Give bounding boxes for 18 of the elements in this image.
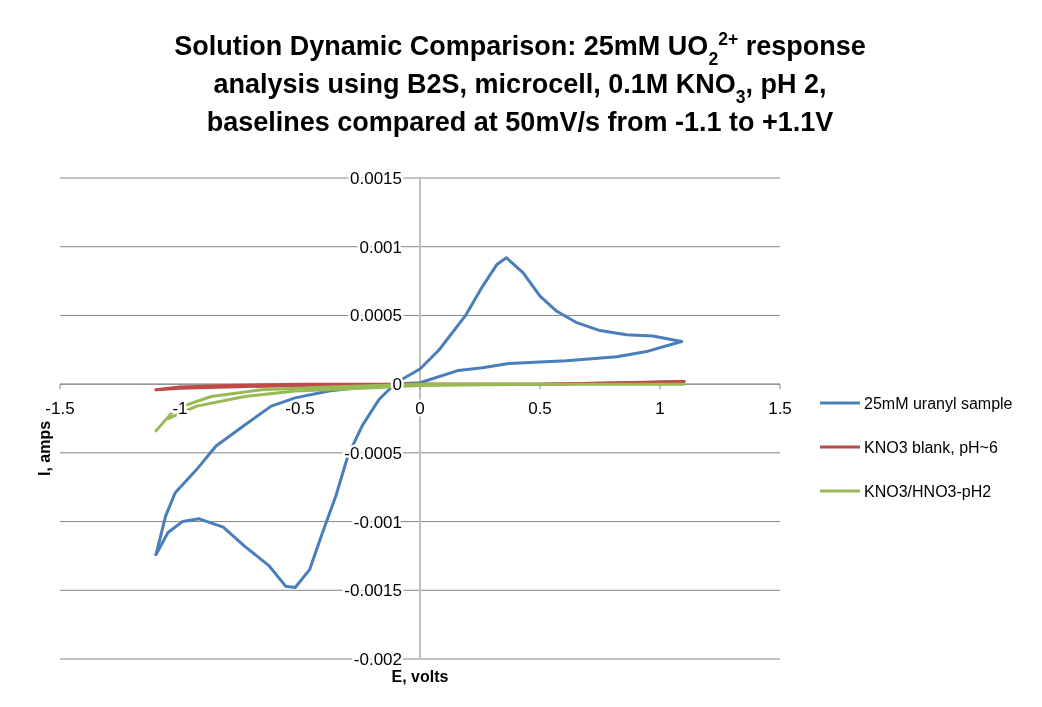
- x-tick-label: -0.5: [285, 399, 315, 419]
- x-tick-label: 0.5: [528, 399, 552, 419]
- x-tick-label: 1.5: [768, 399, 792, 419]
- y-tick-label: 0.001: [359, 237, 402, 257]
- legend-label: KNO3 blank, pH~6: [864, 439, 998, 456]
- x-tick-label: 0: [415, 399, 425, 419]
- legend-label: 25mM uranyl sample: [864, 395, 1013, 412]
- x-tick-label: 1: [655, 399, 665, 419]
- x-tick-label: -1.5: [45, 399, 75, 419]
- y-axis-title: I, amps: [36, 420, 53, 477]
- legend-label: KNO3/HNO3-pH2: [864, 483, 992, 500]
- chart-title: Solution Dynamic Comparison: 25mM UO$_{2}$$^{2+}$ response analysis using B2S, microcell, 0.1M KNO$_{3}$, pH 2, baselines compared at 50mV/s from -1.1 to +1.1V: [174, 29, 866, 137]
- x-axis-title: E, volts: [391, 668, 449, 685]
- y-tick-label: 0.0005: [350, 306, 402, 326]
- y-tick-label: -0.0015: [344, 581, 402, 601]
- y-tick-label: 0.0015: [350, 169, 402, 188]
- y-tick-label: -0.002: [353, 650, 402, 669]
- y-tick-label: -0.001: [353, 512, 402, 532]
